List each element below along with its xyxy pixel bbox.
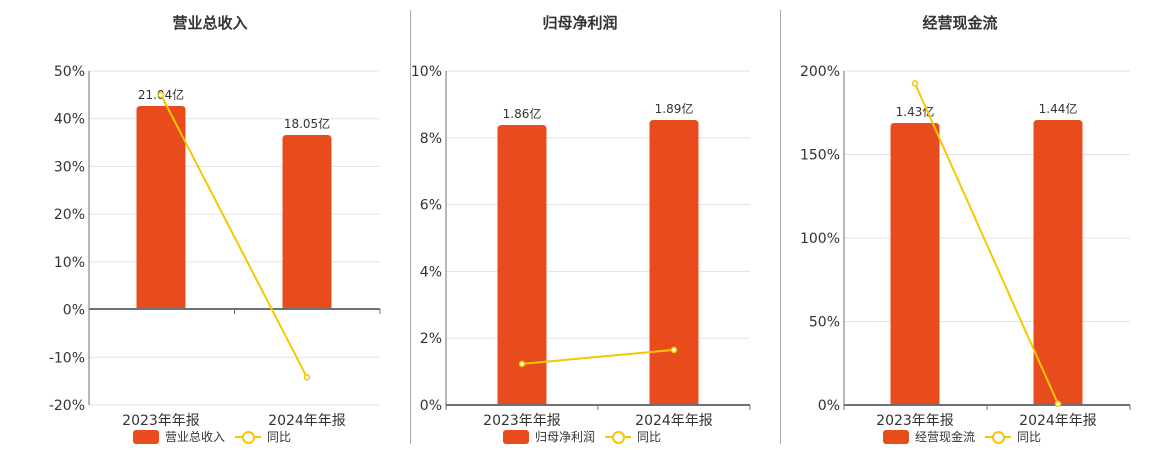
x-category-label: 2023年年报: [483, 413, 561, 429]
y-tick-label: 0%: [63, 303, 85, 319]
legend-line-circle-icon[interactable]: [605, 430, 632, 444]
legend-bar-label[interactable]: 营业总收入: [165, 430, 226, 444]
x-category-label: 2024年年报: [635, 413, 713, 429]
bar-value-label: 1.44亿: [1039, 101, 1078, 116]
bar[interactable]: [1033, 120, 1083, 405]
legend: 经营现金流 同比: [883, 428, 1041, 445]
y-tick-label: 40%: [54, 112, 85, 128]
y-tick-label: 8%: [420, 131, 442, 147]
y-tick-label: 50%: [54, 64, 85, 80]
legend-line-circle-icon[interactable]: [235, 430, 262, 444]
bar-value-label: 1.86亿: [503, 106, 542, 121]
yoy-point[interactable]: [518, 360, 526, 368]
bar-value-label: 1.89亿: [655, 101, 694, 116]
y-tick-label: 150%: [800, 148, 840, 164]
bar[interactable]: [282, 135, 332, 309]
y-tick-label: 0%: [420, 398, 442, 414]
divider: [410, 10, 411, 444]
legend-line-label[interactable]: 同比: [1017, 430, 1042, 444]
x-category-label: 2023年年报: [122, 413, 200, 429]
x-category-label: 2024年年报: [268, 413, 346, 429]
legend-bar-swatch[interactable]: [883, 429, 909, 444]
y-tick-label: 6%: [420, 198, 442, 214]
chart-revenue: 50%40%30%20%10%0%-10%-20%21.04亿18.05亿202…: [49, 64, 381, 429]
bar[interactable]: [136, 106, 186, 309]
y-tick-label: 4%: [420, 264, 442, 280]
y-tick-label: 2%: [420, 331, 442, 347]
bar[interactable]: [890, 123, 940, 405]
y-tick-label: 20%: [54, 207, 85, 223]
legend: 归母净利润 同比: [503, 428, 661, 445]
legend-line-label[interactable]: 同比: [637, 430, 662, 444]
legend-line-circle-icon[interactable]: [985, 430, 1012, 444]
legend-bar-label[interactable]: 归母净利润: [535, 430, 596, 444]
legend-bar-swatch[interactable]: [503, 429, 529, 444]
y-tick-label: 10%: [411, 64, 442, 80]
y-tick-label: 200%: [800, 64, 840, 80]
chart-title: 营业总收入: [172, 14, 248, 32]
chart-title: 归母净利润: [542, 14, 618, 32]
y-tick-label: -10%: [49, 350, 85, 366]
bar[interactable]: [497, 125, 547, 405]
bar-value-label: 1.43亿: [896, 104, 935, 119]
yoy-line: [914, 83, 1059, 405]
y-tick-label: 100%: [800, 231, 840, 247]
panel-revenue: 营业总收入 50%40%30%20%10%0%-10%-20%21.04亿18.…: [0, 0, 400, 450]
yoy-line: [521, 348, 675, 365]
yoy-point[interactable]: [1054, 400, 1062, 408]
y-tick-label: 10%: [54, 255, 85, 271]
x-category-label: 2024年年报: [1019, 413, 1097, 429]
yoy-point[interactable]: [303, 374, 311, 381]
bar[interactable]: [649, 120, 699, 405]
y-tick-label: 50%: [809, 315, 840, 331]
chart-title: 经营现金流: [922, 14, 998, 32]
bar-value-label: 18.05亿: [284, 116, 330, 131]
y-tick-label: 30%: [54, 159, 85, 175]
x-category-label: 2023年年报: [876, 413, 954, 429]
yoy-point[interactable]: [157, 91, 165, 99]
legend-bar-swatch[interactable]: [133, 429, 159, 444]
y-tick-label: 0%: [818, 398, 840, 414]
yoy-line: [160, 94, 308, 378]
yoy-point[interactable]: [670, 346, 678, 354]
legend-bar-label[interactable]: 经营现金流: [915, 430, 976, 444]
yoy-point[interactable]: [911, 80, 919, 87]
divider: [780, 10, 781, 444]
y-tick-label: -20%: [49, 398, 85, 414]
legend-line-label[interactable]: 同比: [267, 430, 292, 444]
legend: 营业总收入 同比: [133, 428, 291, 445]
